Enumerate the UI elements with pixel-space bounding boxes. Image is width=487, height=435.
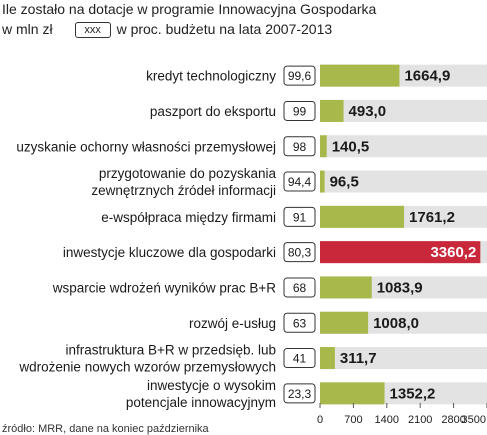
x-tick-label: 2100 [408, 414, 432, 426]
bar [320, 205, 405, 228]
category-label: inwestycje kluczowe dla gospodarki [63, 245, 276, 260]
chart-subtitle: w mln zł xxx w proc. budżetu na lata 2007-… [2, 21, 332, 38]
bar [320, 347, 335, 370]
x-tick-label: 1400 [375, 414, 399, 426]
percent-label-box [283, 242, 316, 263]
bar [320, 99, 344, 122]
category-label: wsparcie wdrożeń wyników prac B+R [52, 280, 276, 295]
bar [320, 64, 400, 87]
value-label: 311,7 [340, 350, 377, 367]
percent-label: 98 [293, 140, 307, 154]
bar-track [320, 347, 487, 370]
percent-label: 41 [293, 352, 307, 366]
percent-label: 63 [293, 316, 307, 330]
legend-percent-text: w proc. budżetu na lata 2007-2013 [116, 21, 333, 37]
x-tick-label: 700 [344, 414, 362, 426]
category-label: uzyskanie ochorny własności przemysłowej [16, 139, 276, 154]
percent-label: 99 [293, 104, 307, 118]
percent-label-box [283, 65, 316, 86]
category-label: inwestycje o wysokim [147, 378, 276, 393]
bar [320, 276, 372, 299]
category-label: infrastruktura B+R w przedsięb. lub [66, 343, 276, 358]
value-label: 493,0 [349, 103, 387, 120]
value-label: 3360,2 [430, 244, 476, 261]
x-tick-label: 0 [317, 414, 323, 426]
value-label: 1664,9 [404, 68, 450, 85]
percent-label-box [283, 206, 316, 227]
percent-label-box [283, 136, 316, 157]
percent-label: 68 [293, 281, 307, 295]
category-label: potencjale innowacyjnym [126, 395, 276, 410]
bar-track [320, 99, 487, 122]
value-label: 1083,9 [377, 279, 423, 296]
percent-label: 91 [293, 210, 307, 224]
percent-label-box [283, 383, 316, 404]
category-label: wdrożenie nowych wzorów przemysłowych [18, 360, 276, 375]
percent-label-box [283, 171, 316, 192]
unit-label: w mln zł [2, 21, 53, 37]
bar [320, 382, 385, 405]
bar [320, 170, 325, 193]
bar-track [320, 170, 487, 193]
bar [320, 135, 327, 158]
category-label: kredyt technologiczny [146, 69, 276, 84]
chart-title: Ile zostało na dotacje w programie Innow… [2, 1, 377, 17]
percent-label-box [283, 100, 316, 121]
bar [320, 311, 369, 334]
percent-label-box [283, 348, 316, 369]
bar-track [320, 135, 487, 158]
percent-label-box [283, 277, 316, 298]
percent-label: 99,6 [288, 69, 312, 83]
category-label: paszport do eksportu [150, 104, 276, 119]
percent-label-box [283, 312, 316, 333]
category-label: zewnętrznych źródeł informacji [91, 183, 276, 198]
category-label: przygotowanie do pozyskania [99, 166, 277, 181]
legend-percent-box: xxx [74, 22, 111, 38]
source-note: źródło: MRR, dane na koniec października [2, 423, 209, 435]
percent-label: 80,3 [288, 246, 312, 260]
value-label: 1008,0 [373, 315, 419, 332]
x-tick-label: 3500 [462, 414, 486, 426]
bar [320, 241, 481, 264]
value-label: 1761,2 [409, 209, 455, 226]
category-label: rozwój e-usług [189, 316, 276, 331]
percent-label: 94,4 [288, 175, 312, 189]
percent-label: 23,3 [288, 387, 312, 401]
value-label: 1352,2 [390, 385, 436, 402]
category-label: e-współpraca między firmami [101, 210, 276, 225]
value-label: 96,5 [330, 174, 359, 191]
x-tick-label: 2800 [441, 414, 465, 426]
value-label: 140,5 [332, 138, 370, 155]
